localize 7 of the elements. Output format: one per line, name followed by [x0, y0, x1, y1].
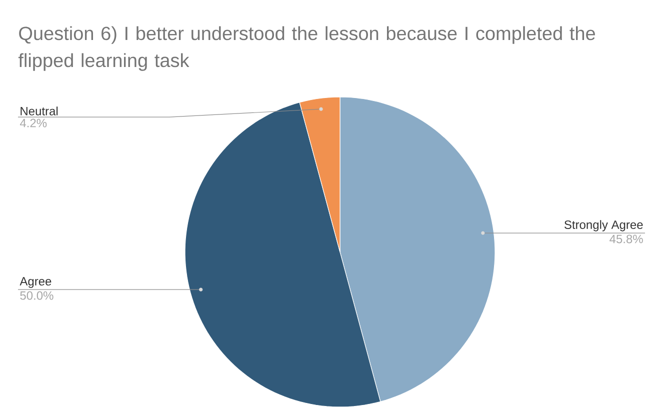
data-label: 45.8%: [610, 234, 643, 244]
slice-label: Neutral: [20, 106, 58, 116]
data-label: 50.0%: [20, 291, 54, 300]
data-label: 4.2%: [20, 118, 47, 128]
slice-label: Agree: [20, 277, 52, 288]
chart-title: Question 6) I better understood the lesson because I completed the flipped learning task: [18, 26, 595, 71]
slice-label: Strongly Agree: [564, 220, 643, 232]
